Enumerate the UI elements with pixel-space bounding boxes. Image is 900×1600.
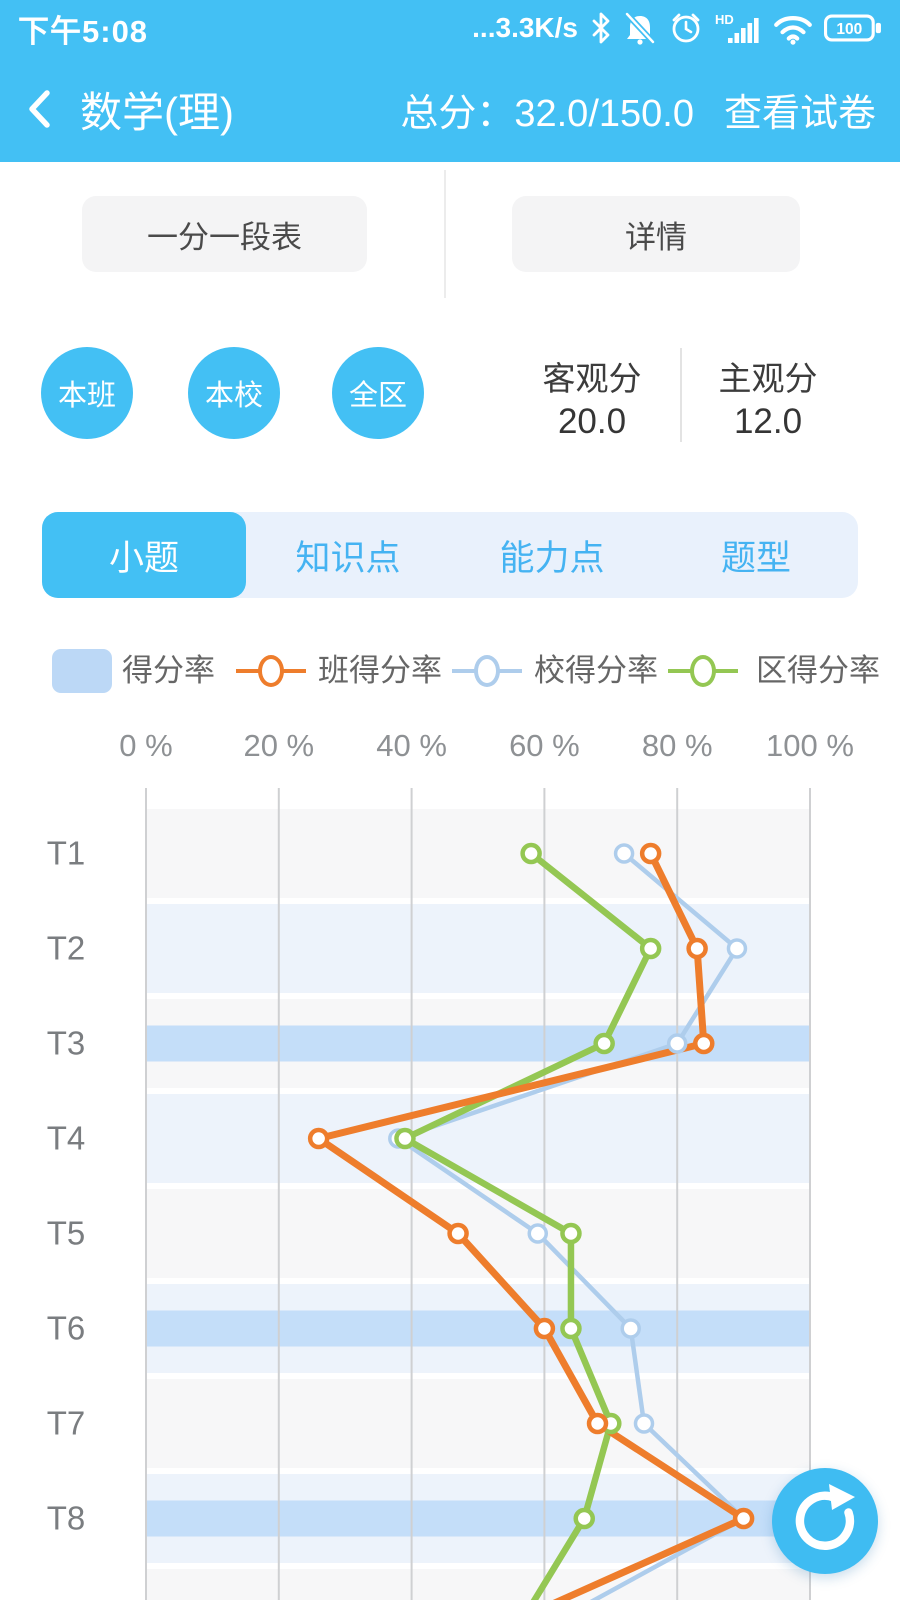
nav-bar: 数学(理) 总分：32.0/150.0 查看试卷 bbox=[0, 56, 900, 162]
scope-class-button[interactable]: 本班 bbox=[41, 347, 133, 439]
chart-legend: 得分率 班得分率 校得分率 区得分率 bbox=[0, 646, 900, 696]
network-speed-text: ...3.3K/s bbox=[472, 12, 578, 43]
analysis-tab-bar: 小题 知识点 能力点 题型 bbox=[42, 512, 858, 598]
back-chevron-icon[interactable] bbox=[24, 87, 54, 131]
data-point-marker bbox=[693, 1032, 715, 1055]
legend-district-rate-label[interactable]: 区得分率 bbox=[756, 653, 880, 688]
data-point-marker bbox=[447, 1222, 469, 1245]
score-rate-chart: 0 % 20 % 40 % 60 % 80 % 100 % T1 T2 T3 T4 T5 T6 T7 T8 bbox=[47, 728, 854, 1600]
data-point-marker bbox=[613, 843, 635, 864]
scope-school-button[interactable]: 本校 bbox=[188, 347, 280, 439]
hd-signal-icon: HD bbox=[715, 12, 759, 43]
x-axis-tick: 0 % bbox=[119, 728, 172, 763]
svg-text:100: 100 bbox=[836, 21, 862, 38]
clock-text: 下午5:08 bbox=[18, 13, 149, 49]
status-bar: 下午5:08 ...3.3K/s HD bbox=[0, 0, 900, 56]
row-label: T5 bbox=[47, 1215, 86, 1252]
total-score-text: 总分：32.0/150.0 bbox=[400, 92, 694, 135]
scope-district-button[interactable]: 全区 bbox=[332, 347, 424, 439]
data-point-marker bbox=[560, 1222, 582, 1245]
subjective-score-value: 12.0 bbox=[733, 402, 803, 441]
svg-text:HD: HD bbox=[715, 12, 734, 27]
legend-score-rate-label[interactable]: 得分率 bbox=[122, 653, 215, 688]
data-point-marker bbox=[307, 1127, 330, 1150]
wifi-icon bbox=[774, 16, 812, 45]
status-icons: ...3.3K/s HD bbox=[472, 11, 882, 45]
refresh-icon bbox=[795, 1484, 855, 1550]
data-point-marker bbox=[586, 1412, 609, 1435]
row-label: T1 bbox=[47, 835, 86, 872]
data-point-marker bbox=[573, 1507, 595, 1530]
data-point-marker bbox=[593, 1032, 615, 1055]
vertical-divider bbox=[444, 170, 446, 298]
vertical-divider bbox=[680, 348, 682, 442]
data-point-marker bbox=[527, 1223, 549, 1244]
data-point-marker bbox=[639, 842, 662, 865]
score-rate-bar bbox=[146, 1310, 810, 1347]
data-point-marker bbox=[394, 1127, 416, 1150]
view-paper-button[interactable]: 查看试卷 bbox=[724, 82, 876, 137]
legend-score-rate-swatch[interactable] bbox=[52, 649, 112, 693]
data-point-marker bbox=[520, 842, 542, 865]
row-label: T3 bbox=[47, 1025, 86, 1062]
alarm-clock-icon bbox=[672, 13, 700, 43]
x-axis-tick: 80 % bbox=[642, 728, 713, 763]
details-button[interactable]: 详情 bbox=[512, 196, 800, 272]
legend-school-rate-marker[interactable] bbox=[452, 655, 522, 687]
x-axis-tick: 60 % bbox=[509, 728, 580, 763]
row-label: T8 bbox=[47, 1500, 86, 1537]
data-point-marker bbox=[560, 1317, 582, 1340]
mute-bell-icon bbox=[624, 11, 656, 45]
bluetooth-icon bbox=[592, 12, 610, 44]
x-axis-tick: 40 % bbox=[376, 728, 447, 763]
score-rate-bar bbox=[146, 1500, 810, 1537]
data-point-marker bbox=[726, 938, 748, 959]
score-table-button[interactable]: 一分一段表 bbox=[82, 196, 367, 272]
tab-ability-points[interactable]: 能力点 bbox=[450, 512, 654, 598]
legend-school-rate-label[interactable]: 校得分率 bbox=[534, 653, 658, 688]
objective-score-value: 20.0 bbox=[557, 402, 627, 441]
data-point-marker bbox=[633, 1413, 655, 1434]
tab-knowledge-points[interactable]: 知识点 bbox=[246, 512, 450, 598]
data-point-marker bbox=[620, 1318, 641, 1339]
x-axis-tick: 20 % bbox=[243, 728, 314, 763]
page-title: 数学(理) bbox=[80, 88, 234, 136]
legend-class-rate-label[interactable]: 班得分率 bbox=[318, 653, 442, 688]
refresh-fab[interactable] bbox=[772, 1468, 878, 1574]
x-axis-tick: 100 % bbox=[766, 728, 854, 763]
data-point-marker bbox=[686, 937, 708, 960]
row-label: T4 bbox=[47, 1120, 86, 1157]
data-point-marker bbox=[533, 1317, 556, 1340]
tab-question-types[interactable]: 题型 bbox=[654, 512, 858, 598]
row-label: T7 bbox=[47, 1405, 86, 1442]
tab-questions[interactable]: 小题 bbox=[42, 512, 246, 598]
objective-score-label: 客观分 bbox=[542, 360, 642, 397]
data-point-marker bbox=[732, 1507, 755, 1530]
battery-icon: 100 bbox=[824, 14, 881, 42]
data-point-marker bbox=[639, 937, 662, 960]
legend-class-rate-marker[interactable] bbox=[236, 655, 306, 687]
data-point-marker bbox=[666, 1033, 688, 1054]
subjective-score-label: 主观分 bbox=[718, 360, 818, 397]
legend-district-rate-marker[interactable] bbox=[668, 655, 738, 687]
row-label: T2 bbox=[47, 930, 86, 967]
row-label: T6 bbox=[47, 1310, 86, 1347]
